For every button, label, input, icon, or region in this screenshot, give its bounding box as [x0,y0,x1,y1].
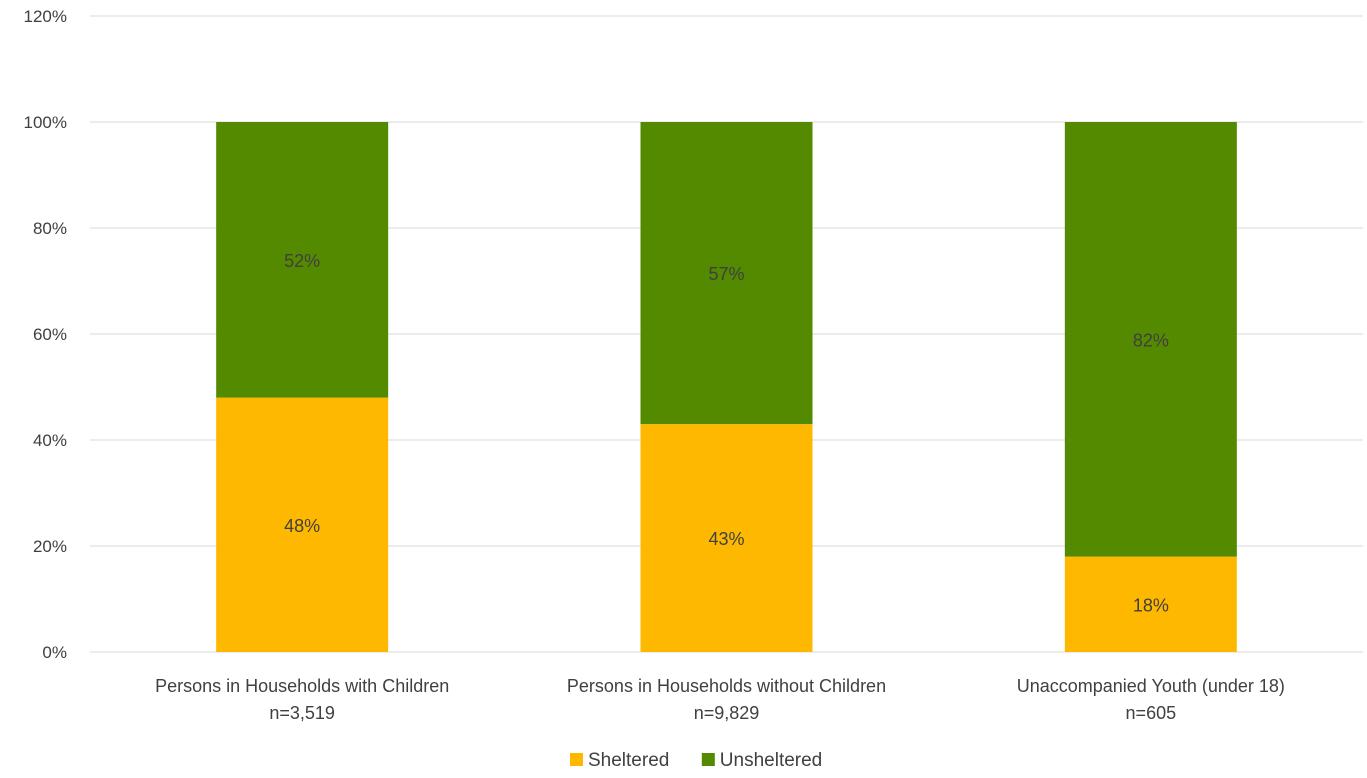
legend-label: Sheltered [588,750,669,771]
bar-sheltered [640,424,813,652]
x-category-label: Persons in Households without Children [567,676,886,696]
y-tick-label: 120% [24,7,67,26]
bar-unsheltered [640,122,813,425]
y-tick-label: 20% [33,537,67,556]
x-category-label: Unaccompanied Youth (under 18) [1017,676,1285,696]
data-label: 57% [708,264,744,284]
bar-sheltered [216,397,389,652]
y-tick-label: 40% [33,431,67,450]
x-category-n: n=9,829 [694,703,760,723]
legend-label: Unsheltered [720,750,822,771]
data-label: 48% [284,516,320,536]
bar-unsheltered [1064,122,1237,557]
legend-swatch [570,753,583,766]
bar-unsheltered [216,122,389,398]
y-tick-label: 0% [42,643,67,662]
x-category-n: n=605 [1126,703,1177,723]
data-label: 18% [1133,595,1169,615]
x-category-n: n=3,519 [269,703,335,723]
legend-swatch [701,753,715,766]
y-tick-label: 60% [33,325,67,344]
y-tick-label: 80% [33,219,67,238]
data-label: 82% [1133,330,1169,350]
data-label: 52% [284,251,320,271]
y-tick-label: 100% [24,113,67,132]
x-category-label: Persons in Households with Children [155,676,449,696]
data-label: 43% [708,529,744,549]
bar-sheltered [1064,556,1237,652]
